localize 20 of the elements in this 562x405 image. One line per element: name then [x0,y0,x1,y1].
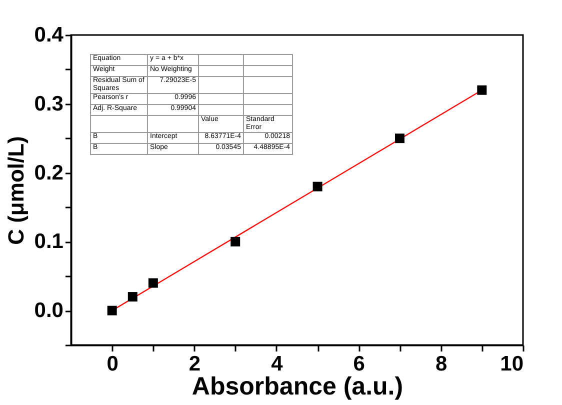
point [477,85,487,95]
y-tick-label: 0.0 [34,299,64,322]
x-tick-label: 0 [106,352,118,376]
x-tick-label: 10 [500,352,524,376]
point [107,306,117,316]
y-axis-title: C (μmol/L) [3,136,28,245]
x-tick-label: 4 [271,352,284,376]
y-tick-label: 0.2 [34,161,64,184]
y-tick-label: 0.4 [34,24,64,46]
y-tick-label: 0.1 [34,230,64,254]
x-tick-label: 6 [353,352,365,376]
point [312,182,322,192]
point [230,236,240,246]
point [148,278,158,288]
point [394,134,404,144]
x-tick-label: 2 [188,352,201,376]
x-tick-label: 8 [435,352,448,376]
x-axis-title: Absorbance (a.u.) [192,372,404,400]
point [128,292,138,302]
y-tick-label: 0.3 [34,92,64,116]
